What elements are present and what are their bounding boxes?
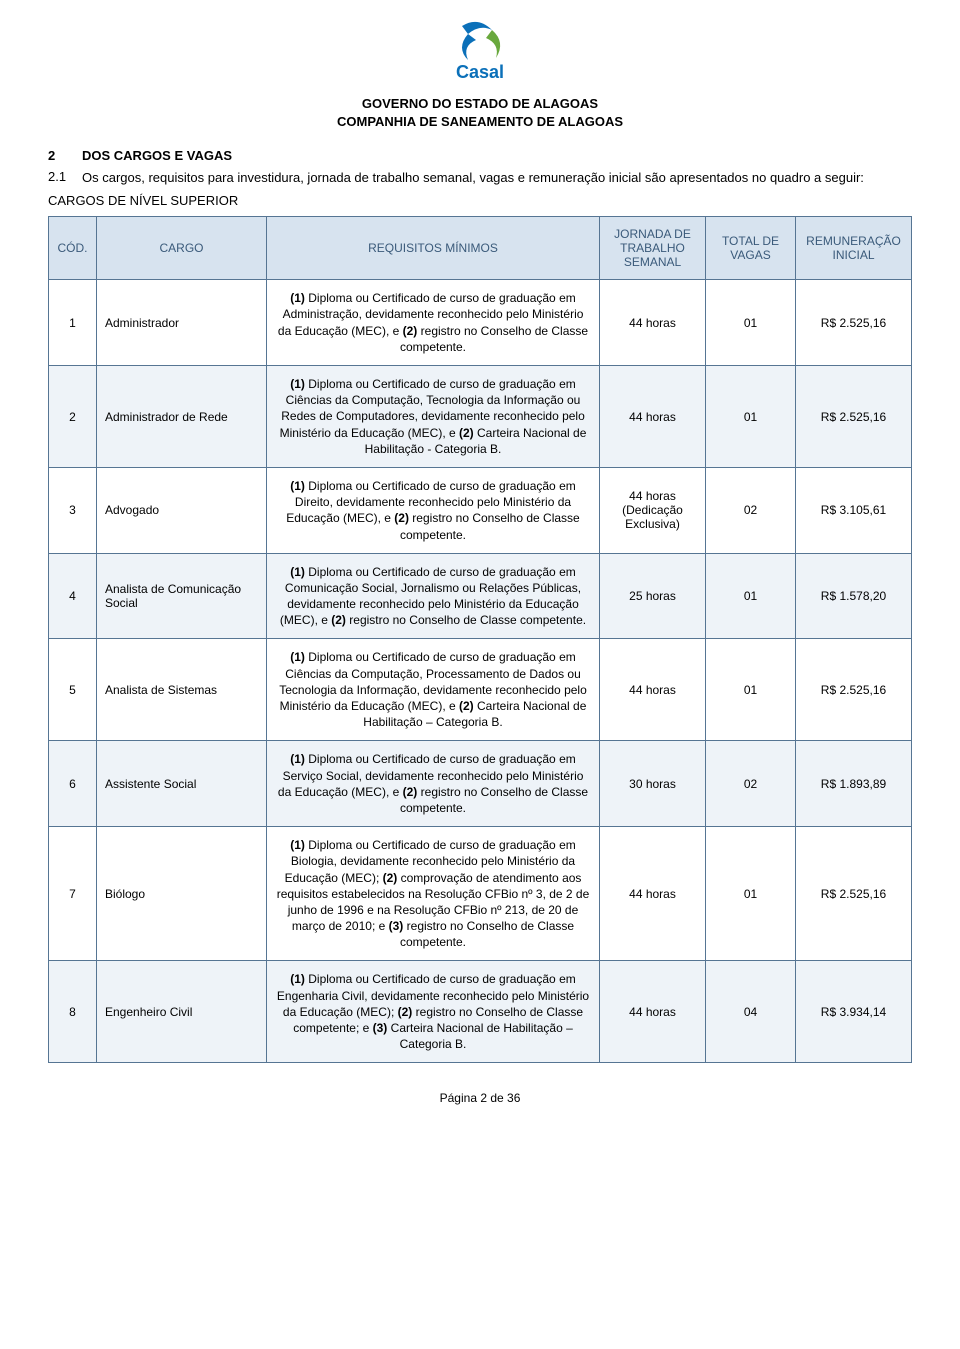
cell-req: (1) Diploma ou Certificado de curso de g… xyxy=(267,741,600,827)
document-header: GOVERNO DO ESTADO DE ALAGOAS COMPANHIA D… xyxy=(48,95,912,130)
table-row: 6Assistente Social(1) Diploma ou Certifi… xyxy=(49,741,912,827)
cell-remun: R$ 1.578,20 xyxy=(796,553,912,639)
cell-vagas: 02 xyxy=(706,741,796,827)
cell-remun: R$ 3.934,14 xyxy=(796,961,912,1063)
table-row: 4Analista de Comunicação Social(1) Diplo… xyxy=(49,553,912,639)
cell-cod: 1 xyxy=(49,280,97,366)
cell-jornada: 44 horas (Dedicação Exclusiva) xyxy=(600,467,706,553)
cell-vagas: 04 xyxy=(706,961,796,1063)
cell-vagas: 01 xyxy=(706,827,796,961)
cell-jornada: 44 horas xyxy=(600,639,706,741)
cell-cod: 6 xyxy=(49,741,97,827)
table-body: 1Administrador(1) Diploma ou Certificado… xyxy=(49,280,912,1063)
cell-jornada: 44 horas xyxy=(600,961,706,1063)
cell-vagas: 01 xyxy=(706,639,796,741)
cell-cod: 4 xyxy=(49,553,97,639)
table-caption: CARGOS DE NÍVEL SUPERIOR xyxy=(48,193,912,208)
th-cargo: CARGO xyxy=(97,217,267,280)
th-vagas: TOTAL DE VAGAS xyxy=(706,217,796,280)
cell-remun: R$ 2.525,16 xyxy=(796,366,912,468)
section-heading: 2 DOS CARGOS E VAGAS xyxy=(48,148,912,163)
cell-cod: 2 xyxy=(49,366,97,468)
intro-number: 2.1 xyxy=(48,169,82,187)
intro-paragraph: 2.1 Os cargos, requisitos para investidu… xyxy=(48,169,912,187)
cell-jornada: 44 horas xyxy=(600,280,706,366)
svg-text:Casal: Casal xyxy=(456,62,504,82)
cell-remun: R$ 1.893,89 xyxy=(796,741,912,827)
cell-req: (1) Diploma ou Certificado de curso de g… xyxy=(267,280,600,366)
cell-jornada: 44 horas xyxy=(600,827,706,961)
cell-jornada: 30 horas xyxy=(600,741,706,827)
section-number: 2 xyxy=(48,148,82,163)
cell-cargo: Administrador xyxy=(97,280,267,366)
cell-cargo: Engenheiro Civil xyxy=(97,961,267,1063)
cell-cargo: Assistente Social xyxy=(97,741,267,827)
cell-req: (1) Diploma ou Certificado de curso de g… xyxy=(267,467,600,553)
logo-wrap: Casal xyxy=(48,20,912,91)
cell-cod: 8 xyxy=(49,961,97,1063)
page-footer: Página 2 de 36 xyxy=(48,1091,912,1105)
cell-cod: 3 xyxy=(49,467,97,553)
th-req: REQUISITOS MÍNIMOS xyxy=(267,217,600,280)
header-line-1: GOVERNO DO ESTADO DE ALAGOAS xyxy=(48,95,912,113)
table-row: 7Biólogo(1) Diploma ou Certificado de cu… xyxy=(49,827,912,961)
cell-cargo: Analista de Sistemas xyxy=(97,639,267,741)
cell-req: (1) Diploma ou Certificado de curso de g… xyxy=(267,961,600,1063)
table-row: 3Advogado(1) Diploma ou Certificado de c… xyxy=(49,467,912,553)
cell-cod: 5 xyxy=(49,639,97,741)
cell-req: (1) Diploma ou Certificado de curso de g… xyxy=(267,827,600,961)
cell-cod: 7 xyxy=(49,827,97,961)
intro-text: Os cargos, requisitos para investidura, … xyxy=(82,169,912,187)
section-title: DOS CARGOS E VAGAS xyxy=(82,148,232,163)
cell-remun: R$ 2.525,16 xyxy=(796,639,912,741)
table-row: 8Engenheiro Civil(1) Diploma ou Certific… xyxy=(49,961,912,1063)
th-jornada: JORNADA DE TRABALHO SEMANAL xyxy=(600,217,706,280)
cell-cargo: Administrador de Rede xyxy=(97,366,267,468)
cell-req: (1) Diploma ou Certificado de curso de g… xyxy=(267,553,600,639)
cell-cargo: Analista de Comunicação Social xyxy=(97,553,267,639)
cell-req: (1) Diploma ou Certificado de curso de g… xyxy=(267,366,600,468)
cell-cargo: Biólogo xyxy=(97,827,267,961)
cell-vagas: 01 xyxy=(706,280,796,366)
cell-remun: R$ 3.105,61 xyxy=(796,467,912,553)
cell-req: (1) Diploma ou Certificado de curso de g… xyxy=(267,639,600,741)
cell-jornada: 44 horas xyxy=(600,366,706,468)
cell-cargo: Advogado xyxy=(97,467,267,553)
header-line-2: COMPANHIA DE SANEAMENTO DE ALAGOAS xyxy=(48,113,912,131)
table-header-row: CÓD. CARGO REQUISITOS MÍNIMOS JORNADA DE… xyxy=(49,217,912,280)
th-cod: CÓD. xyxy=(49,217,97,280)
table-row: 1Administrador(1) Diploma ou Certificado… xyxy=(49,280,912,366)
cell-jornada: 25 horas xyxy=(600,553,706,639)
cell-remun: R$ 2.525,16 xyxy=(796,827,912,961)
table-row: 5Analista de Sistemas(1) Diploma ou Cert… xyxy=(49,639,912,741)
cell-vagas: 01 xyxy=(706,366,796,468)
cell-vagas: 01 xyxy=(706,553,796,639)
table-row: 2Administrador de Rede(1) Diploma ou Cer… xyxy=(49,366,912,468)
cell-vagas: 02 xyxy=(706,467,796,553)
cargos-table: CÓD. CARGO REQUISITOS MÍNIMOS JORNADA DE… xyxy=(48,216,912,1063)
th-remun: REMUNERAÇÃO INICIAL xyxy=(796,217,912,280)
casal-logo: Casal xyxy=(444,20,516,88)
cell-remun: R$ 2.525,16 xyxy=(796,280,912,366)
